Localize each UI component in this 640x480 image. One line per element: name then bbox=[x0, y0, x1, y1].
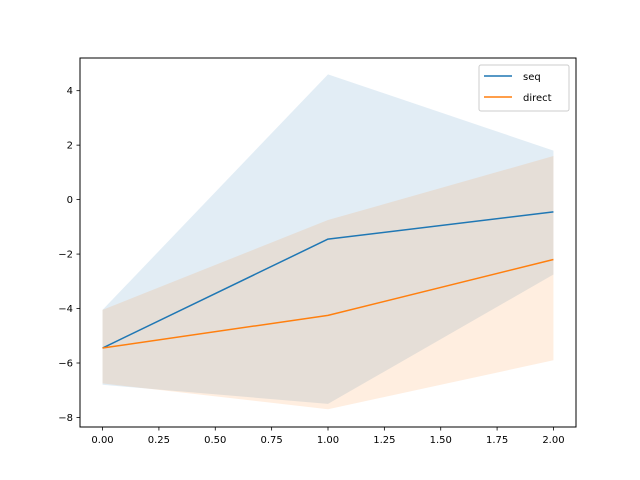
x-tick-label: 0.50 bbox=[204, 435, 226, 446]
x-tick-label: 0.00 bbox=[91, 435, 113, 446]
x-tick-label: 1.50 bbox=[430, 435, 452, 446]
x-axis-ticks: 0.00 0.25 0.50 0.75 1.00 1.25 1.50 1.75 2.00 bbox=[91, 427, 565, 446]
series-lines bbox=[102, 211, 554, 349]
y-tick-label: 0 bbox=[67, 195, 73, 206]
y-tick-label: −8 bbox=[58, 413, 73, 424]
y-tick-label: 2 bbox=[67, 141, 73, 152]
y-tick-label: 4 bbox=[67, 86, 73, 97]
legend-label-seq: seq bbox=[523, 72, 541, 83]
y-axis-ticks: −8 −6 −4 −2 0 2 4 bbox=[58, 86, 80, 424]
y-tick-label: −2 bbox=[58, 250, 73, 261]
x-tick-label: 1.00 bbox=[317, 435, 339, 446]
series-line-seq bbox=[102, 211, 554, 349]
x-tick-label: 1.25 bbox=[373, 435, 395, 446]
legend: seq direct bbox=[478, 64, 570, 112]
legend-label-direct: direct bbox=[523, 93, 552, 104]
x-tick-label: 1.75 bbox=[486, 435, 508, 446]
y-tick-label: −4 bbox=[58, 304, 73, 315]
series-line-direct bbox=[102, 258, 554, 349]
y-tick-label: −6 bbox=[58, 359, 73, 370]
x-tick-label: 0.75 bbox=[261, 435, 283, 446]
band-direct bbox=[102, 156, 554, 410]
x-tick-label: 2.00 bbox=[542, 435, 564, 446]
x-tick-label: 0.25 bbox=[148, 435, 170, 446]
